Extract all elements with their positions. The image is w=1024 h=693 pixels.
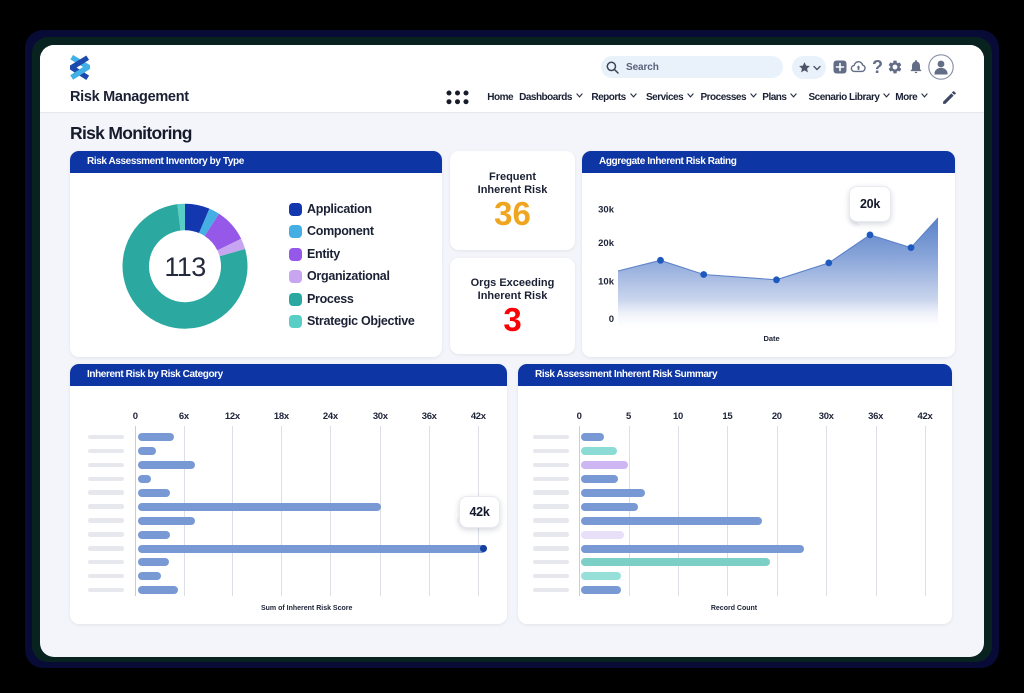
svg-text:0: 0 <box>609 314 614 325</box>
svg-text:10k: 10k <box>598 277 615 288</box>
svg-text:Date: Date <box>763 334 779 343</box>
svg-text:20k: 20k <box>598 238 615 249</box>
svg-text:30k: 30k <box>598 205 615 216</box>
svg-text:113: 113 <box>164 252 205 282</box>
